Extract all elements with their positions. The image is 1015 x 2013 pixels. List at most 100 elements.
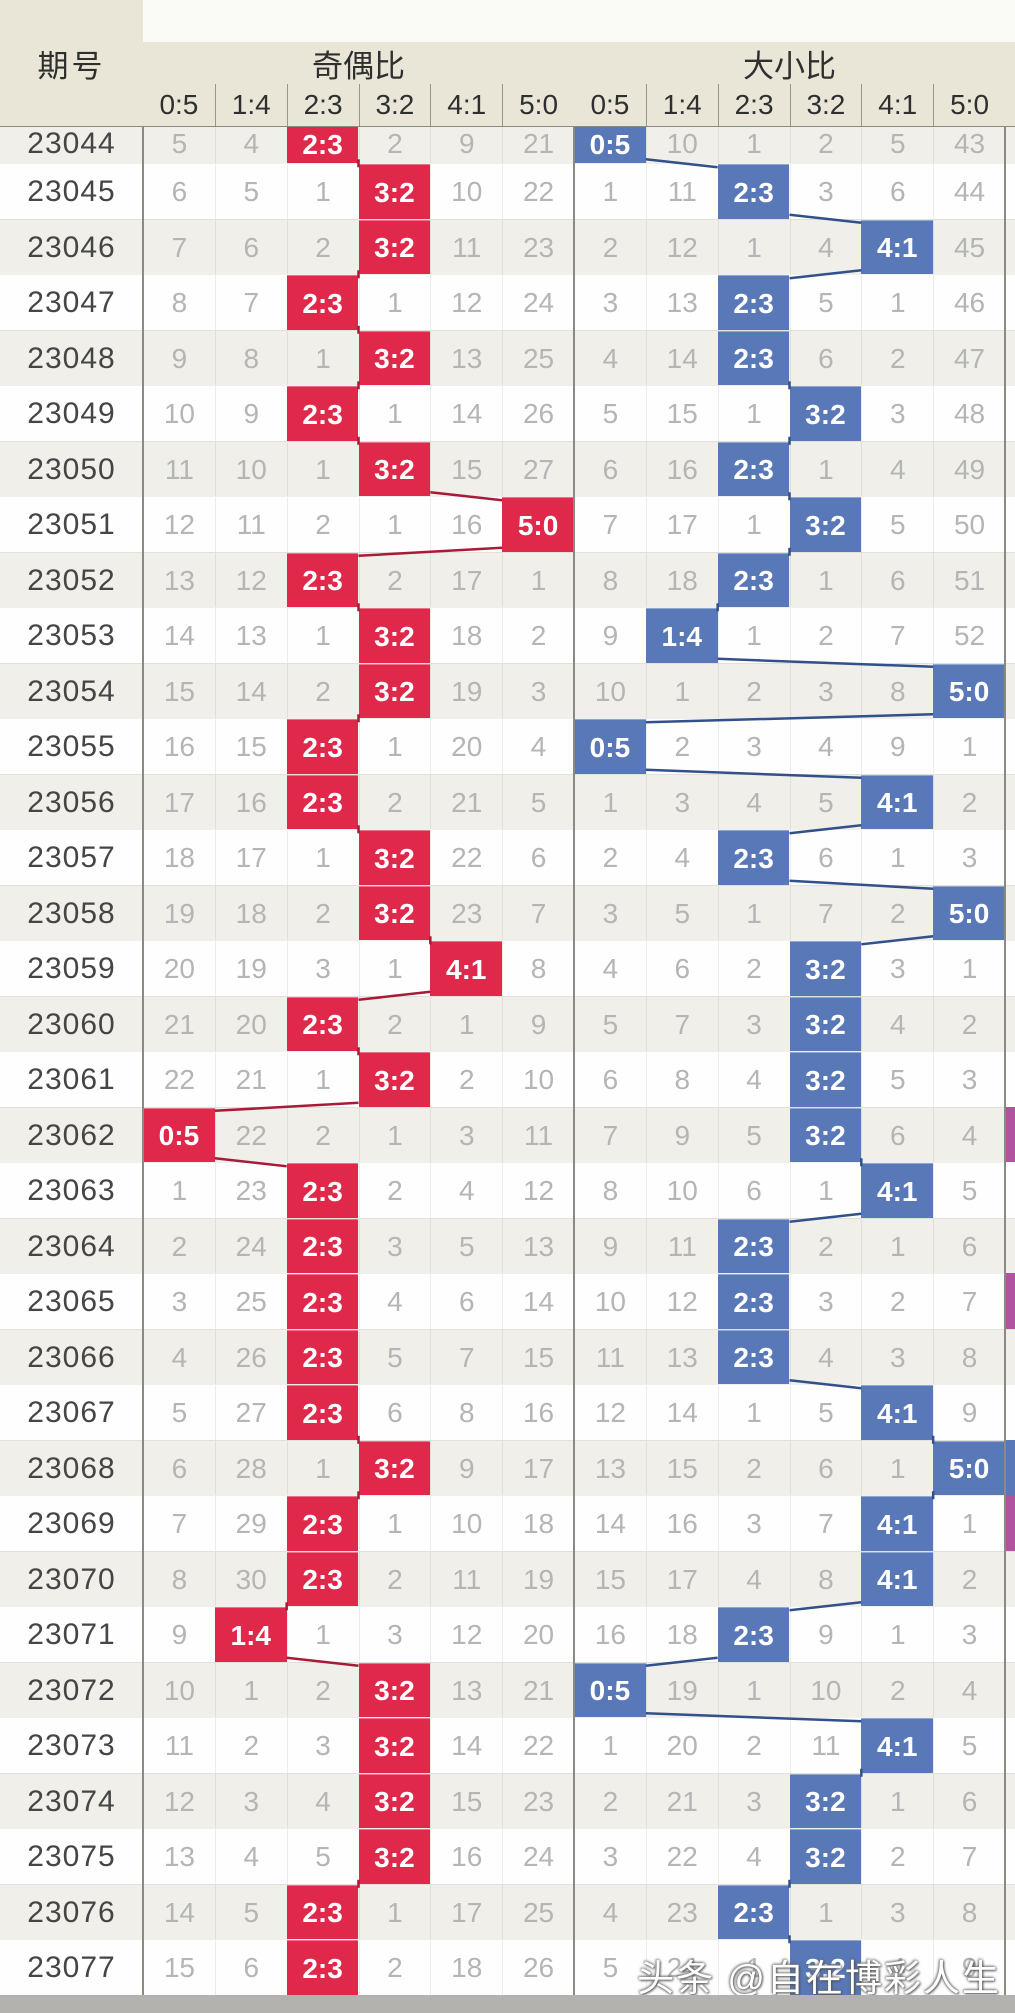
miss-count-cell: 4 — [430, 1163, 502, 1219]
miss-count-cell: 2 — [717, 941, 790, 997]
hit-ratio-cell: 2:3 — [717, 441, 790, 498]
period-number: 23076 — [27, 1895, 116, 1929]
table-row: 23055 16 15 2:3 1 20 4 0:5 2 3 4 9 1 — [0, 718, 1015, 775]
period-number: 23047 — [27, 286, 116, 320]
miss-count-cell: 2 — [861, 330, 933, 387]
hit-ratio-cell: 0:5 — [143, 1107, 215, 1164]
hit-ratio-cell: 3:2 — [358, 164, 431, 220]
miss-count-cell: 2 — [358, 774, 431, 831]
miss-count-cell: 3 — [286, 1718, 359, 1774]
miss-count-cell: 2 — [214, 1718, 287, 1774]
miss-count-cell: 14 — [645, 1385, 718, 1441]
miss-count-cell: 13 — [430, 330, 502, 387]
table-row: 23061 22 21 1 3:2 2 10 6 8 4 3:2 5 3 — [0, 1051, 1015, 1108]
miss-count-cell: 2 — [358, 552, 431, 609]
miss-count-cell: 18 — [430, 1940, 502, 1996]
miss-count-cell: 2 — [789, 1218, 862, 1275]
miss-count-cell: 3 — [358, 1218, 431, 1275]
miss-count-cell: 10 — [143, 386, 215, 442]
hit-ratio-cell: 3:2 — [358, 219, 431, 276]
hit-ratio-cell: 0:5 — [574, 125, 646, 164]
hit-ratio-cell: 3:2 — [358, 330, 431, 387]
period-number: 23052 — [27, 563, 116, 597]
miss-count-cell: 23 — [430, 885, 502, 942]
miss-count-cell: 12 — [143, 497, 215, 553]
miss-count-cell: 14 — [645, 330, 718, 387]
miss-count-cell: 8 — [502, 941, 574, 997]
hit-ratio-cell: 2:3 — [286, 1218, 359, 1275]
miss-count-cell: 26 — [502, 386, 574, 442]
miss-count-cell: 16 — [430, 1829, 502, 1885]
miss-count-cell: 27 — [502, 441, 574, 498]
miss-count-cell: 4 — [214, 125, 287, 164]
miss-count-cell: 3 — [861, 386, 933, 442]
miss-count-cell: 1 — [286, 441, 359, 498]
miss-count-cell: 2 — [574, 830, 646, 886]
miss-count-cell: 9 — [574, 1218, 646, 1275]
miss-count-cell: 18 — [430, 608, 502, 664]
period-number: 23054 — [27, 674, 116, 708]
miss-count-cell: 2 — [717, 1440, 790, 1497]
miss-count-cell: 3 — [214, 1773, 287, 1830]
hit-ratio-cell: 4:1 — [430, 941, 503, 997]
period-number: 23058 — [27, 896, 116, 930]
hit-ratio-cell: 3:2 — [789, 1773, 862, 1830]
miss-count-cell: 22 — [502, 164, 574, 220]
hit-ratio-cell: 3:2 — [358, 608, 431, 664]
miss-count-cell: 18 — [214, 885, 287, 942]
miss-count-cell: 9 — [143, 1607, 215, 1663]
miss-count-cell: 26 — [502, 1940, 574, 1996]
hit-ratio-cell: 3:2 — [789, 497, 862, 553]
hit-ratio-cell: 4:1 — [861, 1496, 934, 1552]
table-row: 23056 17 16 2:3 2 21 5 1 3 4 5 4:1 2 — [0, 773, 1015, 831]
hit-ratio-cell: 3:2 — [358, 1440, 431, 1497]
miss-count-cell: 6 — [789, 330, 862, 387]
table-row: 23047 8 7 2:3 1 12 24 3 13 2:3 5 1 46 — [0, 274, 1015, 331]
miss-count-cell: 5 — [214, 1884, 287, 1941]
ratio-column-header: 2:3 — [717, 84, 790, 126]
miss-count-cell: 2 — [933, 774, 1005, 831]
miss-count-cell: 3 — [717, 996, 790, 1053]
miss-count-cell: 7 — [430, 1329, 502, 1386]
hit-ratio-cell: 5:0 — [933, 885, 1005, 942]
miss-count-cell: 16 — [645, 441, 718, 498]
miss-count-cell: 2 — [143, 1218, 215, 1275]
miss-count-cell: 1 — [502, 552, 574, 609]
miss-count-cell: 1 — [358, 1496, 431, 1552]
miss-count-cell: 6 — [789, 830, 862, 886]
miss-count-cell: 2 — [645, 719, 718, 775]
miss-count-cell: 50 — [933, 497, 1005, 553]
miss-count-cell: 8 — [143, 275, 215, 331]
miss-count-cell: 9 — [430, 125, 502, 164]
period-number: 23050 — [27, 452, 116, 486]
ratio-column-header: 0:5 — [159, 89, 199, 120]
miss-count-cell: 3 — [717, 1773, 790, 1830]
period-number: 23059 — [27, 952, 116, 986]
miss-count-cell: 2 — [789, 608, 862, 664]
period-number: 23077 — [27, 1951, 116, 1985]
miss-count-cell: 4 — [143, 1329, 215, 1386]
miss-count-cell: 22 — [502, 1718, 574, 1774]
miss-count-cell: 6 — [214, 219, 287, 276]
hit-ratio-cell: 4:1 — [861, 774, 934, 831]
miss-count-cell: 12 — [502, 1163, 574, 1219]
miss-count-cell: 3 — [574, 885, 646, 942]
miss-count-cell: 9 — [430, 1440, 502, 1497]
ratio-column-header: 3:2 — [358, 84, 431, 126]
miss-count-cell: 18 — [502, 1496, 574, 1552]
hit-ratio-cell: 3:2 — [358, 830, 431, 886]
hit-ratio-cell: 2:3 — [717, 275, 790, 331]
miss-count-cell: 9 — [861, 719, 933, 775]
miss-count-cell: 19 — [502, 1551, 574, 1608]
miss-count-cell: 3 — [789, 663, 862, 720]
miss-count-cell: 7 — [861, 608, 933, 664]
miss-count-cell: 2 — [286, 885, 359, 942]
hit-ratio-cell: 2:3 — [286, 125, 359, 164]
ratio-column-header: 5:0 — [502, 84, 574, 126]
miss-count-cell: 1 — [286, 330, 359, 387]
miss-count-cell: 2 — [286, 663, 359, 720]
hit-ratio-cell: 0:5 — [574, 1662, 646, 1719]
hit-ratio-cell: 2:3 — [717, 330, 790, 387]
miss-count-cell: 6 — [430, 1274, 502, 1330]
miss-count-cell: 15 — [143, 663, 215, 720]
